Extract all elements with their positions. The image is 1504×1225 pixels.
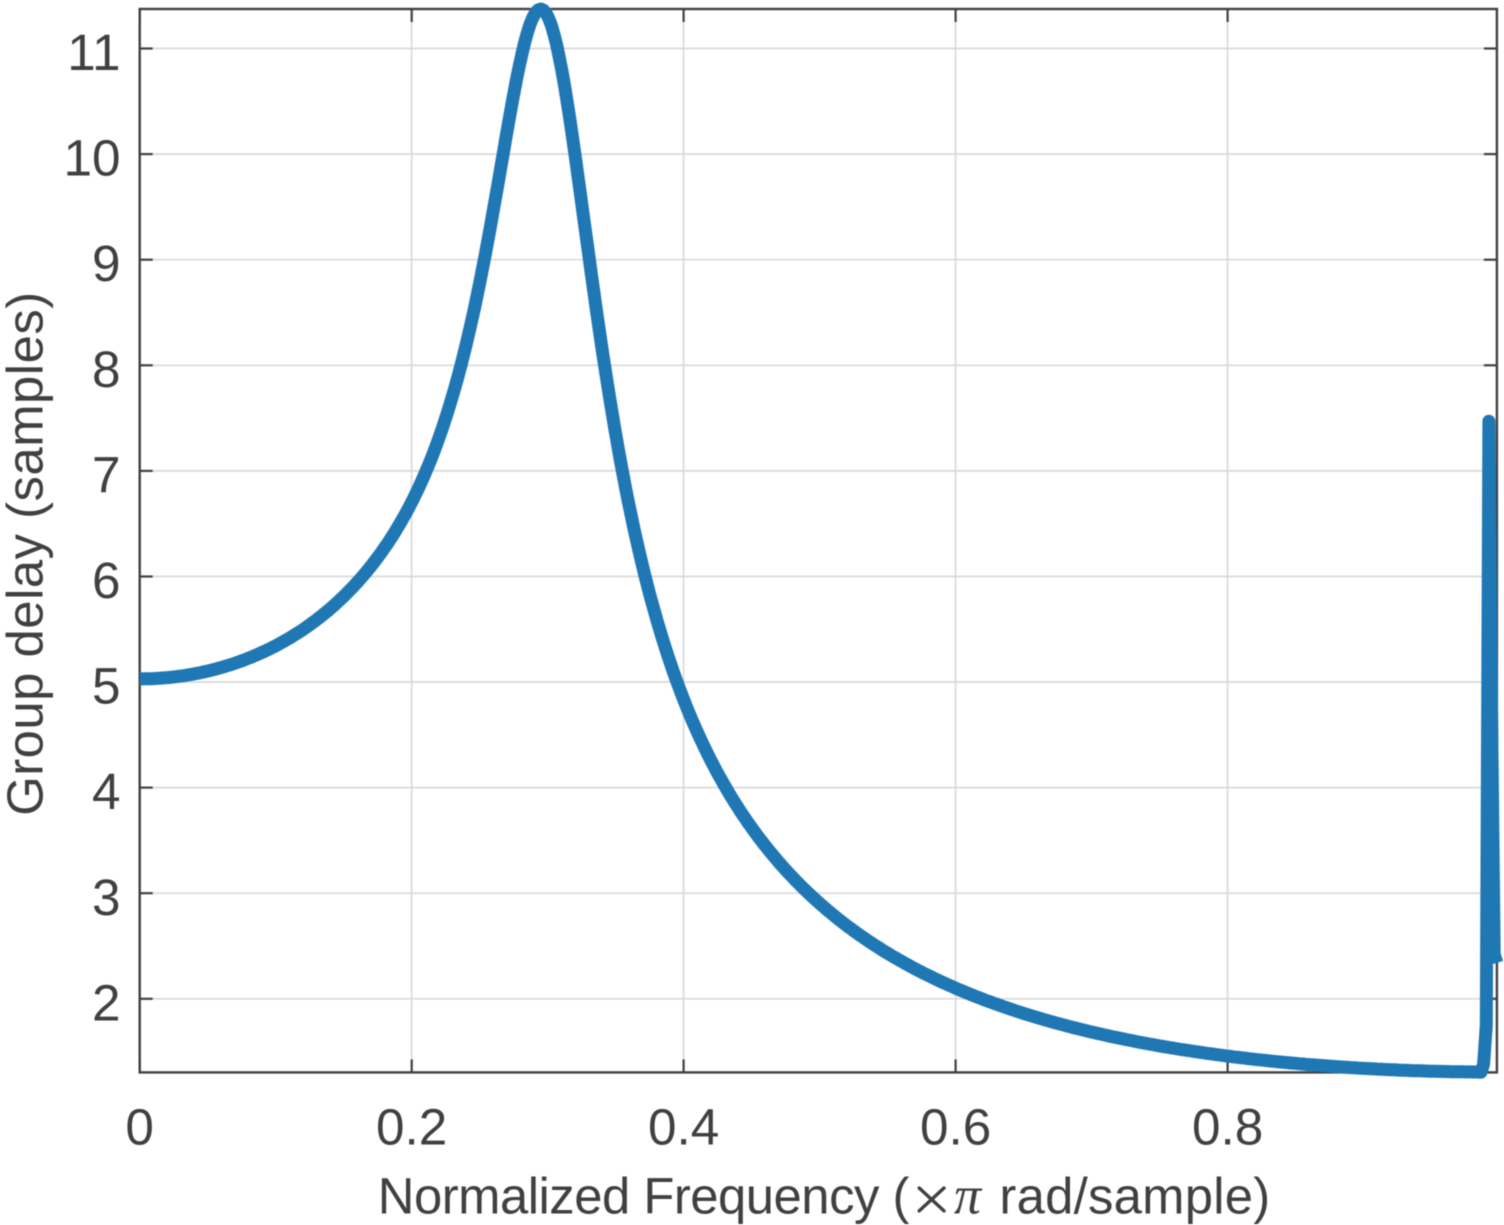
svg-text:3: 3 bbox=[92, 869, 121, 926]
svg-text:6: 6 bbox=[92, 552, 121, 609]
svg-text:4: 4 bbox=[92, 763, 121, 820]
svg-text:5: 5 bbox=[92, 658, 121, 715]
svg-text:π: π bbox=[954, 1166, 983, 1225]
svg-text:Normalized Frequency (: Normalized Frequency ( bbox=[378, 1168, 910, 1225]
svg-text:9: 9 bbox=[92, 235, 121, 292]
svg-text:0.2: 0.2 bbox=[376, 1099, 447, 1156]
svg-text:0.4: 0.4 bbox=[648, 1099, 719, 1156]
svg-text:0.6: 0.6 bbox=[920, 1099, 991, 1156]
svg-text:10: 10 bbox=[63, 130, 120, 187]
svg-text:2: 2 bbox=[92, 974, 121, 1031]
svg-text:0: 0 bbox=[125, 1099, 154, 1156]
svg-text:11: 11 bbox=[67, 24, 120, 81]
svg-text:0.8: 0.8 bbox=[1192, 1099, 1263, 1156]
svg-text:Group delay (samples): Group delay (samples) bbox=[0, 292, 54, 816]
svg-text:7: 7 bbox=[92, 446, 121, 503]
svg-text:rad/sample): rad/sample) bbox=[999, 1168, 1270, 1225]
svg-text:8: 8 bbox=[92, 341, 121, 398]
